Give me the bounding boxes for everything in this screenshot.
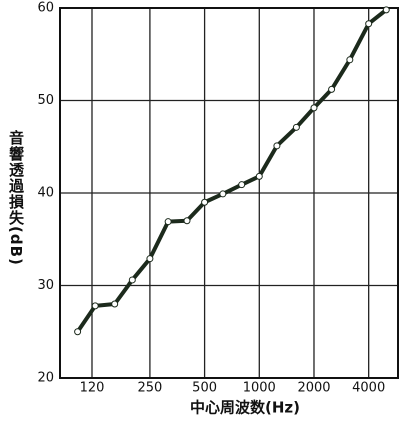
data-point <box>310 104 318 112</box>
data-point <box>365 20 373 28</box>
x-axis-title: 中心周波数(Hz) <box>190 399 300 417</box>
data-point <box>74 328 82 336</box>
data-point <box>146 255 154 263</box>
data-point <box>346 56 354 64</box>
y-axis-title: 音響透過損失(dB) <box>7 130 25 266</box>
x-tick-label: 2000 <box>297 381 330 396</box>
y-tick-label: 30 <box>37 278 54 293</box>
data-point <box>273 142 281 150</box>
series-line <box>75 8 388 333</box>
y-tick-label: 40 <box>37 186 54 201</box>
data-point <box>201 198 209 206</box>
data-point <box>219 190 227 198</box>
data-point <box>292 123 300 131</box>
data-point <box>238 181 246 189</box>
data-point <box>382 6 390 14</box>
x-tick-label: 500 <box>192 381 217 396</box>
data-point <box>255 172 263 180</box>
x-tick-label: 250 <box>137 381 162 396</box>
plot-frame <box>59 7 399 379</box>
x-tick-label: 120 <box>80 381 105 396</box>
data-point <box>164 218 172 226</box>
y-tick-label: 20 <box>37 371 54 386</box>
y-tick-label: 60 <box>37 1 54 16</box>
data-point <box>111 300 119 308</box>
data-point <box>91 302 99 310</box>
y-tick-label: 50 <box>37 93 54 108</box>
data-point <box>183 217 191 225</box>
data-point <box>128 276 136 284</box>
x-tick-label: 1000 <box>243 381 276 396</box>
x-tick-label: 4000 <box>352 381 385 396</box>
data-point <box>328 85 336 93</box>
